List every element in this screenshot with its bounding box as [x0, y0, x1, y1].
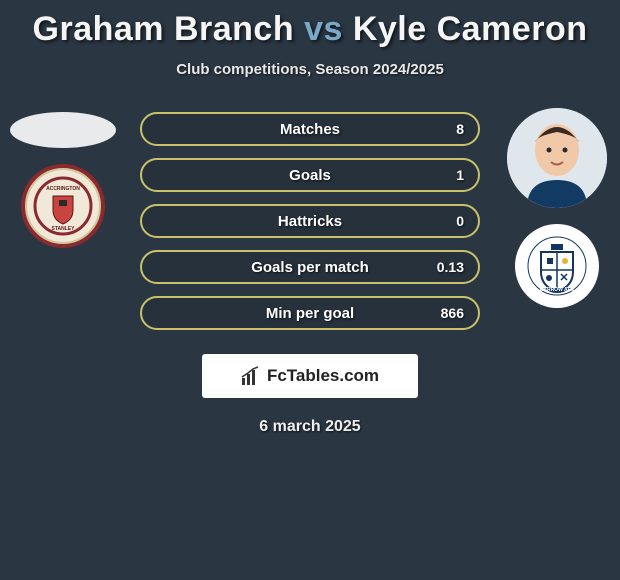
- bar-chart-icon: [241, 366, 261, 386]
- player1-club-badge: ACCRINGTON STANLEY: [21, 164, 105, 248]
- stat-label: Goals: [289, 167, 331, 184]
- player-headshot-icon: [507, 108, 607, 208]
- title-player1: Graham Branch: [33, 10, 295, 48]
- stat-label: Hattricks: [278, 213, 342, 230]
- comparison-content: ACCRINGTON STANLEY: [0, 108, 620, 436]
- page-title: Graham Branch vs Kyle Cameron: [0, 0, 620, 49]
- stat-right-value: 0.13: [437, 259, 464, 275]
- stat-row-goals: Goals 1: [140, 158, 480, 192]
- barrow-crest-icon: BARROW AFC: [527, 236, 587, 296]
- svg-text:STANLEY: STANLEY: [52, 226, 76, 232]
- brand-name: FcTables.com: [267, 366, 379, 386]
- player1-photo-placeholder: [10, 112, 116, 148]
- right-column: BARROW AFC: [502, 108, 612, 308]
- svg-text:ACCRINGTON: ACCRINGTON: [46, 186, 80, 192]
- stat-right-value: 866: [441, 305, 464, 321]
- accrington-crest-icon: ACCRINGTON STANLEY: [33, 176, 93, 236]
- stat-row-hattricks: Hattricks 0: [140, 204, 480, 238]
- stat-label: Goals per match: [251, 259, 369, 276]
- svg-text:BARROW AFC: BARROW AFC: [540, 287, 575, 293]
- subtitle: Club competitions, Season 2024/2025: [0, 61, 620, 78]
- stat-row-matches: Matches 8: [140, 112, 480, 146]
- stat-label: Min per goal: [266, 305, 354, 322]
- title-vs: vs: [304, 10, 343, 48]
- player2-club-badge: BARROW AFC: [515, 224, 599, 308]
- title-player2: Kyle Cameron: [353, 10, 588, 48]
- stat-right-value: 8: [456, 121, 464, 137]
- brand-watermark[interactable]: FcTables.com: [202, 354, 418, 398]
- stats-list: Matches 8 Goals 1 Hattricks 0 Goals per …: [140, 108, 480, 330]
- stat-right-value: 0: [456, 213, 464, 229]
- stat-row-goals-per-match: Goals per match 0.13: [140, 250, 480, 284]
- date-line: 6 march 2025: [0, 418, 620, 436]
- stat-label: Matches: [280, 121, 340, 138]
- stat-right-value: 1: [456, 167, 464, 183]
- stat-row-min-per-goal: Min per goal 866: [140, 296, 480, 330]
- left-column: ACCRINGTON STANLEY: [8, 108, 118, 248]
- player2-photo: [507, 108, 607, 208]
